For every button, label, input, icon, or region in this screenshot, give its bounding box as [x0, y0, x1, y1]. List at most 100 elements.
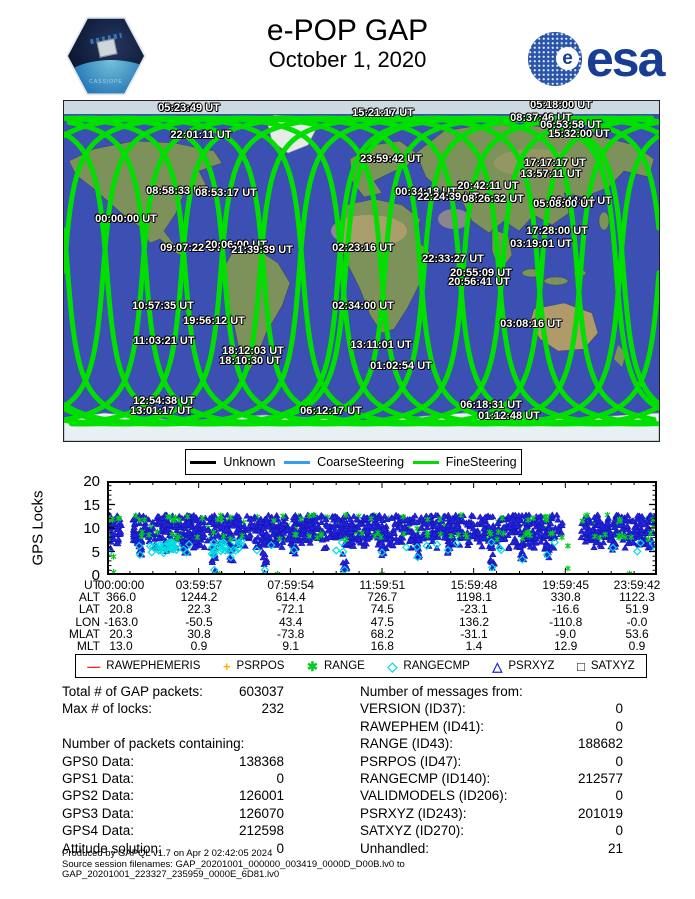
steering-legend: Unknown CoarseSteering FineSteering: [185, 449, 522, 475]
map-time-label: 19:56:12 UT: [183, 315, 245, 327]
packet-legend: — RAWEPHEMERIS + PSRPOS ✱ RANGE ◇ RANGECMP △ PSRX…: [75, 654, 647, 678]
map-time-label: 15:21:17 UT: [352, 107, 414, 119]
stats-left-column: Total # of GAP packets: 603037 Max # of lo…: [62, 684, 284, 858]
stat-value: 0: [615, 823, 623, 839]
axis-table-row: UT 00:00:00 03:59:57 07:59:54 11:59:51 15:59:…: [0, 578, 695, 592]
axis-cell: 0.9: [190, 639, 208, 653]
map-time-label: 06:44:14 UT: [550, 195, 612, 207]
axis-cell: 614.4: [275, 590, 306, 605]
map-time-label: 20:55:09 UT: [450, 267, 512, 279]
world-map-svg: [64, 101, 659, 441]
map-time-label: 08:53:17 UT: [195, 187, 257, 199]
stat-value: 212577: [577, 770, 623, 786]
axis-cell: -73.8: [277, 626, 305, 641]
stat-label: SATXYZ (ID270):: [360, 823, 465, 839]
stat-row: Unhandled: 21: [360, 841, 623, 858]
axis-cell: -16.6: [552, 602, 580, 617]
stat-value: 0: [276, 840, 284, 856]
axis-cell: 0.9: [628, 639, 646, 653]
stat-label: Attitude solution:: [62, 840, 162, 856]
legend-line-swatch: [412, 460, 439, 464]
footer-line: Source session filenames: GAP_20201001_0…: [62, 858, 405, 870]
stat-row: Number of messages from:: [360, 684, 623, 701]
axis-cell: 30.8: [187, 626, 211, 641]
stat-value: 126070: [238, 805, 284, 821]
stat-value: 126001: [238, 788, 284, 804]
map-time-label: 02:23:16 UT: [332, 242, 394, 254]
axis-cell: 1.4: [465, 639, 483, 653]
chart-y-tick-label: 15: [83, 496, 100, 514]
map-time-label: 08:58:33 UT: [146, 185, 208, 197]
axis-cell: 330.8: [550, 590, 581, 605]
packet-legend-item: — RAWEPHEMERIS: [87, 660, 200, 673]
ground-track-map: 05:23:49 UT 15:21:17 UT 05:18:00 UT 08:37:4…: [63, 100, 660, 442]
stat-value: 201019: [577, 805, 623, 821]
stat-label: VERSION (ID37):: [360, 701, 466, 717]
axis-cell: 22.3: [187, 602, 211, 617]
chart-y-tick-label: 0: [91, 567, 100, 584]
axis-cell: 13.0: [109, 639, 133, 653]
axis-cell: 136.2: [458, 614, 490, 629]
stat-value: 0: [615, 701, 623, 717]
stat-value: 603037: [238, 684, 284, 699]
stat-row: PSRPOS (ID47): 0: [360, 754, 623, 771]
footer-line: GAP_20201001_223327_235959_0000E_6D81.lv…: [62, 869, 280, 880]
axis-cell: 00:00:00: [97, 578, 145, 592]
axis-cell: -0.0: [626, 614, 648, 629]
map-time-label: 23:59:42 UT: [360, 153, 422, 165]
axis-cell: 07:59:54: [267, 578, 315, 592]
axis-table-row: ALT 366.0 1244.2 614.4 726.7 1198.1 330.8 1122.…: [0, 590, 695, 605]
axis-cell: -163.0: [103, 614, 139, 629]
axis-cell: 11:59:51: [359, 578, 406, 592]
map-time-label: 12:54:38 UT: [133, 395, 195, 407]
packet-legend-item: ✱ RANGE: [307, 660, 365, 673]
map-time-label: 13:57:11 UT: [520, 168, 582, 180]
map-time-label: 13:01:17 UT: [130, 405, 192, 417]
axis-cell: 20.8: [109, 602, 133, 617]
axis-row-label: ALT: [78, 590, 100, 605]
axis-cell: 68.2: [370, 626, 394, 641]
stat-value: 138368: [238, 753, 284, 769]
stat-label: GPS3 Data:: [62, 805, 135, 821]
packet-legend-label: RAWEPHEMERIS: [106, 660, 201, 672]
esa-e-icon: e: [556, 47, 579, 70]
map-time-label: 05:18:00 UT: [530, 100, 592, 111]
packet-legend-label: PSRXYZ: [508, 660, 555, 672]
stat-label: RANGE (ID43):: [360, 736, 454, 752]
packet-legend-item: △ PSRXYZ: [492, 660, 554, 673]
map-time-label: 03:19:01 UT: [510, 238, 572, 250]
axis-table-row: LAT 20.8 22.3 -72.1 74.5 -23.1 -16.6 51.9: [0, 602, 695, 617]
legend-label: FineSteering: [445, 455, 517, 469]
stat-value: 232: [261, 701, 284, 717]
axis-cell: 23:59:42: [613, 578, 661, 592]
page-subtitle: October 1, 2020: [268, 47, 427, 72]
map-time-label: 21:39:39 UT: [231, 244, 293, 256]
stat-label: PSRXYZ (ID243):: [360, 805, 467, 821]
map-time-label: 06:18:31 UT: [460, 399, 522, 411]
packet-legend-label: RANGE: [323, 660, 365, 672]
map-time-label: 20:56:41 UT: [448, 276, 510, 288]
esa-logo: e esa: [528, 32, 665, 86]
axis-cell: -72.1: [277, 602, 305, 617]
stat-row: Attitude solution: 0: [62, 841, 284, 858]
stat-row: GPS3 Data: 126070: [62, 806, 284, 823]
map-time-label: 00:00:00 UT: [95, 213, 157, 225]
mission-patch: CASSIOPE: [66, 16, 146, 96]
legend-line-swatch: [284, 460, 311, 464]
map-time-label: 11:03:21 UT: [133, 335, 195, 347]
stat-row: VALIDMODELS (ID206): 0: [360, 788, 623, 805]
map-time-label: 13:11:01 UT: [350, 339, 412, 351]
axis-cell: -23.1: [460, 602, 488, 617]
square-marker-icon: □: [576, 658, 585, 674]
chart-y-tick-label: 20: [83, 473, 100, 490]
axis-cell: 74.5: [370, 602, 394, 617]
map-time-label: 10:57:35 UT: [132, 300, 194, 312]
stat-label: Unhandled:: [360, 840, 430, 856]
axis-cell: 366.0: [105, 590, 137, 605]
legend-label: Unknown: [223, 455, 276, 469]
header: e-POP GAP October 1, 2020: [0, 14, 695, 72]
stat-row: RANGE (ID43): 188682: [360, 736, 623, 753]
stat-label: RANGECMP (ID140):: [360, 770, 491, 786]
stat-label: PSRPOS (ID47):: [360, 753, 462, 769]
